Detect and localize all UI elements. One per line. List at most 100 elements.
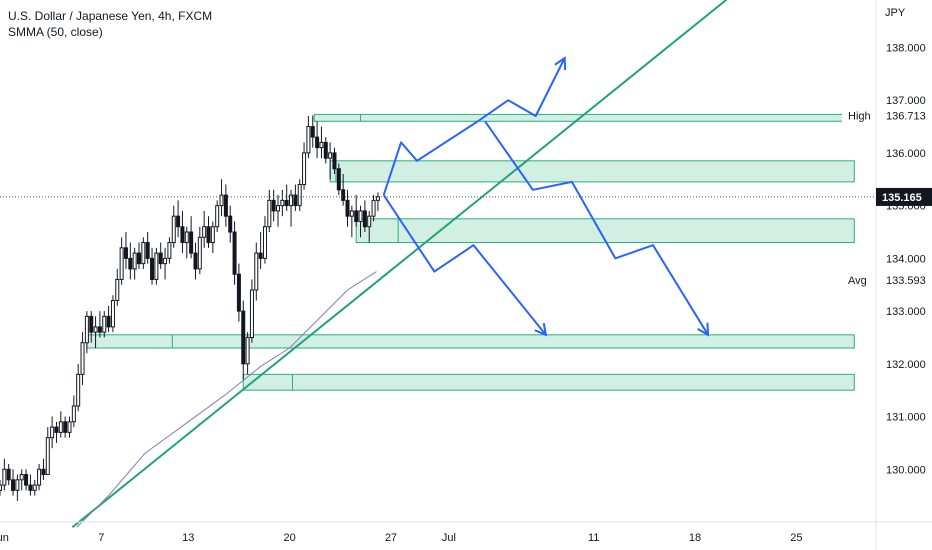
zone-rectangle[interactable] xyxy=(86,334,855,349)
zone-rectangle[interactable] xyxy=(242,373,855,391)
y-tick-label: 131.000 xyxy=(886,412,926,424)
candle-body xyxy=(254,252,259,291)
candle-body xyxy=(67,421,72,433)
candle-body xyxy=(71,405,76,423)
candle-body xyxy=(132,252,137,270)
zone-rectangle[interactable] xyxy=(329,160,855,183)
candle-body xyxy=(24,474,29,486)
x-tick-label: Jun xyxy=(0,532,9,544)
candle-body xyxy=(80,342,85,375)
candle-body xyxy=(76,373,81,407)
candle-body xyxy=(45,437,50,476)
projection-path[interactable] xyxy=(382,194,547,336)
candle-body xyxy=(193,252,198,270)
x-tick-label: 13 xyxy=(182,532,194,544)
x-tick-label: 7 xyxy=(98,532,104,544)
candle-body xyxy=(123,247,128,259)
candle-body xyxy=(319,141,324,149)
candle-body xyxy=(345,199,350,217)
candle-body xyxy=(63,421,68,433)
candle-body xyxy=(228,215,233,233)
candle-body xyxy=(50,426,55,439)
candle-body xyxy=(6,468,11,481)
candle-body xyxy=(19,474,24,481)
trendline[interactable] xyxy=(71,0,745,529)
candle-body xyxy=(328,152,333,159)
candle-body xyxy=(241,310,246,365)
candle-body xyxy=(37,468,42,486)
y-tick-label: 138.000 xyxy=(886,42,926,54)
candle-body xyxy=(358,210,363,222)
candle-body xyxy=(141,242,146,265)
projection-path[interactable] xyxy=(484,120,709,336)
candle-body xyxy=(202,226,207,238)
candle-body xyxy=(128,257,133,270)
x-tick-label: 11 xyxy=(588,532,599,544)
projection-arrowhead xyxy=(697,322,710,337)
candle-body xyxy=(97,326,102,333)
y-tick-label: 130.000 xyxy=(886,464,926,476)
candle-body xyxy=(137,252,142,265)
indicator-legend[interactable]: SMMA (50, close) xyxy=(8,25,103,39)
candle-body xyxy=(58,421,63,433)
candle-body xyxy=(354,210,359,222)
candle-body xyxy=(219,194,224,207)
candle-body xyxy=(289,194,294,207)
candle-body xyxy=(180,226,185,244)
candle-body xyxy=(15,479,20,491)
candle-body xyxy=(2,468,7,486)
candle-body xyxy=(249,289,254,338)
candle-body xyxy=(245,336,250,365)
candle-body xyxy=(28,484,33,491)
candle-body xyxy=(150,257,155,280)
candle-body xyxy=(115,278,120,302)
x-tick-label: Jul xyxy=(442,532,456,544)
candle-body xyxy=(332,152,337,170)
candle-body xyxy=(210,226,215,244)
candle-body xyxy=(145,242,150,259)
candle-body xyxy=(119,247,124,280)
candle-body xyxy=(184,231,189,244)
candle-body xyxy=(306,126,311,154)
x-tick-label: 25 xyxy=(790,532,802,544)
price-label-value: 133.593 xyxy=(886,275,926,287)
candle-body xyxy=(176,215,181,228)
currency-label: JPY xyxy=(885,7,906,19)
candle-body xyxy=(297,184,302,207)
candle-body xyxy=(110,300,115,328)
candle-body xyxy=(11,479,16,491)
price-label-name: Avg xyxy=(848,275,867,287)
candle-body xyxy=(362,210,367,228)
candle-body xyxy=(367,215,372,228)
candle-body xyxy=(163,257,168,265)
candle-body xyxy=(293,194,298,207)
candle-body xyxy=(102,315,107,333)
candle-body xyxy=(189,231,194,254)
candle-body xyxy=(167,242,172,259)
candle-body xyxy=(215,205,220,228)
y-tick-label: 136.000 xyxy=(886,148,926,160)
candle-body xyxy=(84,315,89,344)
candle-body xyxy=(93,326,98,333)
candle-body xyxy=(323,141,328,159)
price-label-name: High xyxy=(848,110,871,122)
current-price-value: 135.165 xyxy=(882,192,922,204)
x-tick-label: 18 xyxy=(689,532,701,544)
candle-body xyxy=(280,199,285,207)
candle-body xyxy=(315,136,320,149)
candle-body xyxy=(284,199,289,207)
y-tick-label: 133.000 xyxy=(886,306,926,318)
y-tick-label: 134.000 xyxy=(886,253,926,265)
y-tick-label: 137.000 xyxy=(886,95,926,107)
price-label-value: 136.713 xyxy=(886,110,926,122)
candle-body xyxy=(106,315,111,328)
candle-body xyxy=(197,236,202,270)
price-label-name-box xyxy=(842,107,875,124)
candle-body xyxy=(302,152,307,186)
candle-body xyxy=(371,199,376,217)
current-price-box xyxy=(876,187,932,206)
candle-body xyxy=(236,273,241,312)
projection-path[interactable] xyxy=(382,57,566,196)
